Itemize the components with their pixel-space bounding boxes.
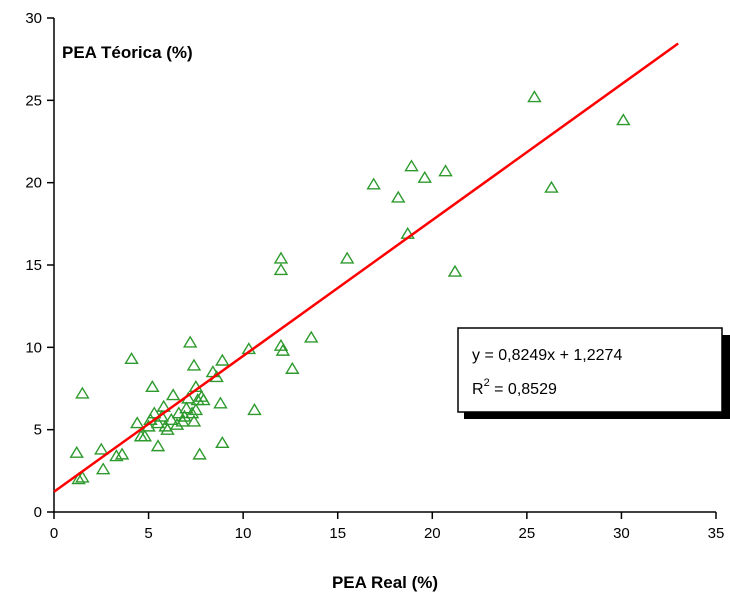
r-squared-symbol: R xyxy=(472,381,484,398)
data-point xyxy=(196,393,211,406)
x-tick-label: 30 xyxy=(613,525,630,542)
data-point xyxy=(124,351,139,365)
data-point xyxy=(184,406,200,419)
data-point xyxy=(94,442,109,455)
y-tick-label: 15 xyxy=(25,257,42,274)
data-point xyxy=(179,401,194,414)
data-point xyxy=(109,449,124,462)
y-axis-title: PEA Téorica (%) xyxy=(62,43,193,62)
y-tick-label: 5 xyxy=(34,422,42,439)
y-tick-label: 20 xyxy=(25,175,42,192)
data-point xyxy=(438,164,453,177)
data-point xyxy=(273,338,289,351)
data-point xyxy=(75,470,90,483)
regression-equation-box: y = 0,8249x + 1,2274 R2 = 0,8529 xyxy=(457,327,730,419)
data-points xyxy=(69,90,631,485)
data-point xyxy=(186,358,202,371)
equation-box-frame xyxy=(457,327,723,413)
data-point xyxy=(145,379,160,393)
data-point xyxy=(156,399,171,412)
x-tick-label: 20 xyxy=(424,525,441,542)
r-squared-superscript: 2 xyxy=(484,377,490,389)
ticks: 0 5 10 15 20 25 30 35 0 5 10 15 20 25 30 xyxy=(25,10,724,542)
data-point xyxy=(213,396,228,409)
data-point xyxy=(188,403,204,416)
data-point xyxy=(169,417,185,430)
data-point xyxy=(95,462,111,475)
x-tick-label: 0 xyxy=(50,525,58,542)
data-point xyxy=(150,439,166,452)
data-point xyxy=(391,190,406,203)
x-tick-label: 35 xyxy=(708,525,725,542)
data-point xyxy=(273,251,289,264)
data-point xyxy=(165,388,181,401)
data-point xyxy=(275,343,291,356)
data-point xyxy=(137,429,153,442)
x-axis-title: PEA Real (%) xyxy=(332,573,438,592)
data-point xyxy=(285,361,300,374)
data-point xyxy=(339,251,355,264)
x-tick-label: 5 xyxy=(144,525,152,542)
data-point xyxy=(215,435,230,449)
r-squared-value: = 0,8529 xyxy=(490,381,557,398)
data-point xyxy=(273,263,289,276)
data-point xyxy=(447,264,463,277)
data-point xyxy=(186,414,202,427)
y-tick-label: 25 xyxy=(25,92,42,109)
data-point xyxy=(247,403,262,416)
regression-line xyxy=(53,42,679,493)
axes xyxy=(53,18,716,513)
data-point xyxy=(182,335,198,348)
x-tick-label: 15 xyxy=(329,525,346,542)
data-point xyxy=(150,416,166,429)
data-point xyxy=(192,447,207,460)
r-squared: R2 = 0,8529 xyxy=(472,377,557,398)
data-point xyxy=(215,353,230,366)
data-point xyxy=(114,447,130,460)
data-point xyxy=(527,90,542,103)
y-tick-label: 30 xyxy=(25,10,42,27)
data-point xyxy=(544,180,559,193)
y-tick-label: 10 xyxy=(25,339,42,356)
data-point xyxy=(75,386,90,399)
data-point xyxy=(404,159,419,172)
x-tick-label: 10 xyxy=(235,525,252,542)
data-point xyxy=(71,472,86,485)
y-tick-label: 0 xyxy=(34,504,42,521)
data-point xyxy=(303,330,319,343)
x-tick-label: 25 xyxy=(519,525,536,542)
regression-equation: y = 0,8249x + 1,2274 xyxy=(472,347,622,364)
data-point xyxy=(417,170,432,183)
data-point xyxy=(616,113,631,126)
data-point xyxy=(164,412,179,425)
data-point xyxy=(129,416,145,429)
data-point xyxy=(366,177,381,190)
data-point xyxy=(147,406,162,419)
data-point xyxy=(69,445,84,458)
